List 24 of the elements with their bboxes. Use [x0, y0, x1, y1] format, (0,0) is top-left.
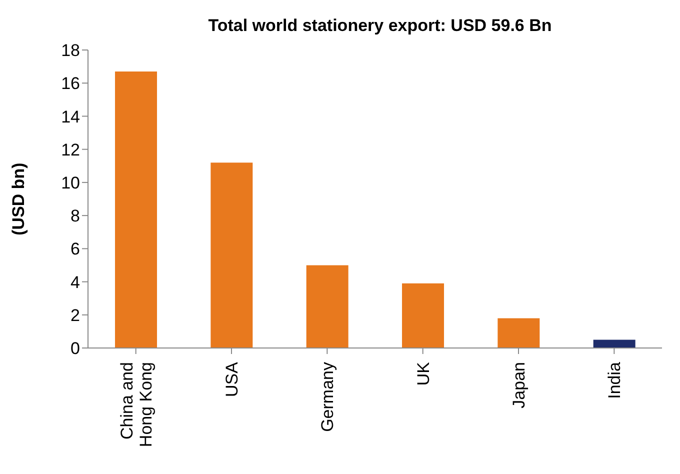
- chart-title: Total world stationery export: USD 59.6 Bn: [207, 16, 553, 36]
- x-tick-label: China and Hong Kong: [117, 362, 156, 448]
- x-tick-label: UK: [414, 361, 433, 386]
- x-tick-label: USA: [222, 361, 242, 397]
- bar: [402, 283, 444, 348]
- y-tick-label: 8: [70, 206, 80, 226]
- bar: [210, 162, 253, 348]
- y-tick-label: 4: [70, 272, 80, 292]
- x-tick-label: India: [605, 361, 624, 399]
- bar: [498, 318, 540, 348]
- x-tick-label: Japan: [510, 362, 528, 408]
- bar: [306, 265, 348, 348]
- bar: [593, 340, 636, 348]
- x-tick-label: Germany: [318, 362, 338, 432]
- y-tick-label: 6: [70, 240, 80, 259]
- bar: [115, 72, 157, 348]
- y-tick-label: 2: [70, 306, 80, 325]
- y-tick-label: 12: [61, 140, 80, 160]
- y-tick-label: 16: [61, 74, 80, 94]
- y-axis-title: (USD bn): [9, 162, 28, 236]
- y-tick-label: 18: [61, 41, 80, 60]
- y-tick-label: 14: [61, 107, 80, 126]
- y-tick-label: 10: [61, 173, 80, 192]
- y-tick-label: 0: [70, 339, 80, 358]
